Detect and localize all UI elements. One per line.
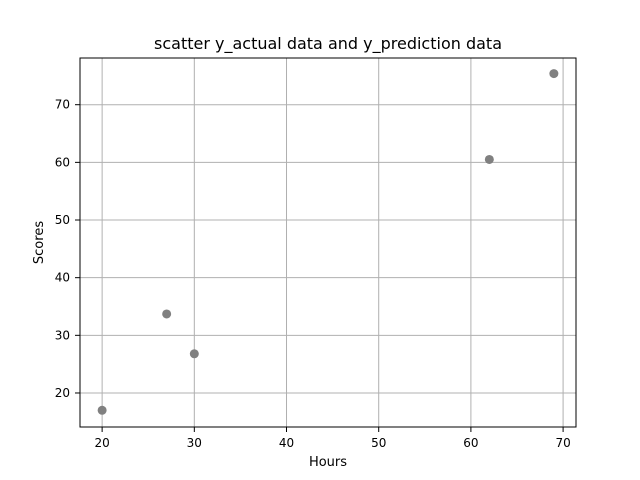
y-tick-label: 50 bbox=[55, 213, 70, 227]
y-tick-label: 70 bbox=[55, 98, 70, 112]
axes-frame bbox=[79, 57, 577, 428]
x-tick-label: 50 bbox=[371, 436, 386, 450]
y-axis-label: Scores bbox=[32, 221, 47, 264]
y-tick-label: 60 bbox=[55, 155, 70, 169]
points-layer bbox=[97, 69, 559, 415]
scatter-point bbox=[549, 69, 559, 79]
scatter-point bbox=[484, 154, 494, 164]
scatter-point bbox=[162, 309, 172, 319]
x-tick-label: 40 bbox=[279, 436, 294, 450]
y-tick-label: 30 bbox=[55, 328, 70, 342]
ticks-layer: 20 30 40 50 60 70 20 30 40 50 60 70 bbox=[55, 98, 571, 450]
x-tick-label: 60 bbox=[463, 436, 478, 450]
x-tick-label: 20 bbox=[94, 436, 109, 450]
scatter-point bbox=[189, 349, 199, 359]
x-tick-label: 70 bbox=[555, 436, 570, 450]
y-tick-label: 20 bbox=[55, 386, 70, 400]
grid-layer bbox=[80, 58, 576, 427]
y-tick-label: 40 bbox=[55, 271, 70, 285]
scatter-point bbox=[97, 405, 107, 415]
x-tick-label: 30 bbox=[187, 436, 202, 450]
chart-title: scatter y_actual data and y_prediction d… bbox=[154, 34, 502, 54]
x-axis-label: Hours bbox=[309, 455, 347, 470]
